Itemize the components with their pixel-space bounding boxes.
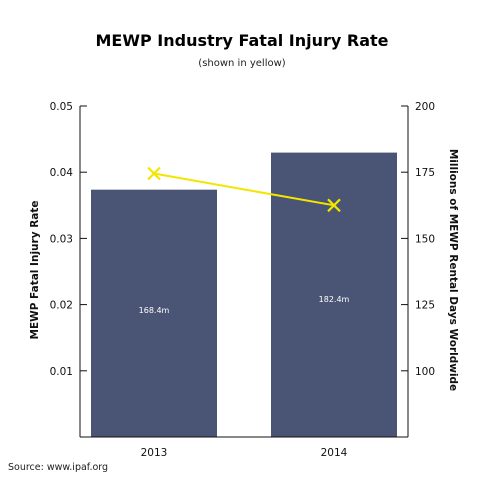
fatal-rate-marker-1 (327, 198, 341, 213)
left-tick-label: 0.02 (50, 300, 73, 312)
fatal-rate-marker-0 (147, 166, 161, 181)
left-tick-label: 0.01 (50, 366, 73, 378)
right-tick-label: 175 (415, 167, 435, 179)
chart-subtitle: (shown in yellow) (198, 58, 285, 69)
x-tick-label: 2014 (321, 447, 348, 459)
right-tick-label: 100 (415, 366, 435, 378)
x-tick-label: 2013 (141, 447, 168, 459)
right-tick-label: 150 (415, 233, 435, 245)
bar-0 (91, 189, 217, 437)
fatal-rate-line (153, 172, 335, 207)
left-tick-label: 0.04 (50, 167, 74, 179)
right-tick-label: 200 (415, 101, 435, 113)
right-axis-title: Millions of MEWP Rental Days Worldwide (447, 149, 459, 391)
source-note: Source: www.ipaf.org (8, 462, 108, 473)
left-tick-label: 0.03 (50, 233, 73, 245)
bar-1 (271, 152, 397, 437)
left-tick-label: 0.05 (50, 101, 73, 113)
bar-value-label: 182.4m (319, 295, 350, 304)
right-tick-label: 125 (415, 300, 435, 312)
left-axis-title: MEWP Fatal Injury Rate (29, 200, 41, 339)
bar-value-label: 168.4m (139, 306, 170, 315)
chart-title: MEWP Industry Fatal Injury Rate (95, 31, 388, 50)
plot-area: 0.01 0.02 0.03 0.04 0.05 100 125 150 175 200 2013 2… (50, 101, 435, 459)
